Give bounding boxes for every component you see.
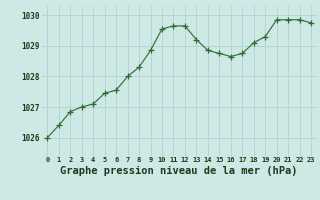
X-axis label: Graphe pression niveau de la mer (hPa): Graphe pression niveau de la mer (hPa) [60,166,298,176]
